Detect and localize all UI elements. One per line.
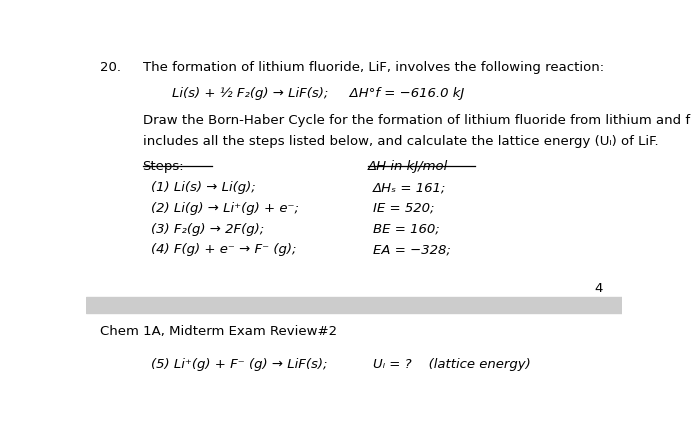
Text: (2) Li(g) → Li⁺(g) + e⁻;: (2) Li(g) → Li⁺(g) + e⁻; bbox=[151, 201, 299, 214]
Text: 20.: 20. bbox=[100, 60, 121, 73]
Text: Uₗ = ?    (lattice energy): Uₗ = ? (lattice energy) bbox=[373, 357, 531, 370]
Text: ΔHₛ = 161;: ΔHₛ = 161; bbox=[373, 181, 446, 194]
Text: Chem 1A, Midterm Exam Review#2: Chem 1A, Midterm Exam Review#2 bbox=[100, 325, 337, 337]
Text: Li(s) + ½ F₂(g) → LiF(s);     ΔH°f = −616.0 kJ: Li(s) + ½ F₂(g) → LiF(s); ΔH°f = −616.0 … bbox=[172, 87, 464, 100]
Text: ΔH in kJ/mol: ΔH in kJ/mol bbox=[368, 160, 448, 173]
Text: EA = −328;: EA = −328; bbox=[373, 243, 451, 256]
Text: Steps:: Steps: bbox=[142, 160, 184, 173]
Text: (5) Li⁺(g) + F⁻ (g) → LiF(s);: (5) Li⁺(g) + F⁻ (g) → LiF(s); bbox=[151, 357, 327, 370]
Text: BE = 160;: BE = 160; bbox=[373, 222, 439, 235]
Text: (4) F(g) + e⁻ → F⁻ (g);: (4) F(g) + e⁻ → F⁻ (g); bbox=[151, 243, 296, 256]
Text: Draw the Born-Haber Cycle for the formation of lithium fluoride from lithium and: Draw the Born-Haber Cycle for the format… bbox=[142, 114, 691, 127]
Text: (1) Li(s) → Li(g);: (1) Li(s) → Li(g); bbox=[151, 181, 256, 194]
Text: IE = 520;: IE = 520; bbox=[373, 201, 435, 214]
Text: 4: 4 bbox=[594, 281, 603, 294]
Text: includes all the steps listed below, and calculate the lattice energy (Uₗ) of Li: includes all the steps listed below, and… bbox=[142, 135, 659, 148]
Text: The formation of lithium fluoride, LiF, involves the following reaction:: The formation of lithium fluoride, LiF, … bbox=[142, 60, 604, 73]
Bar bbox=[86, 297, 622, 313]
Text: (3) F₂(g) → 2F(g);: (3) F₂(g) → 2F(g); bbox=[151, 222, 264, 235]
